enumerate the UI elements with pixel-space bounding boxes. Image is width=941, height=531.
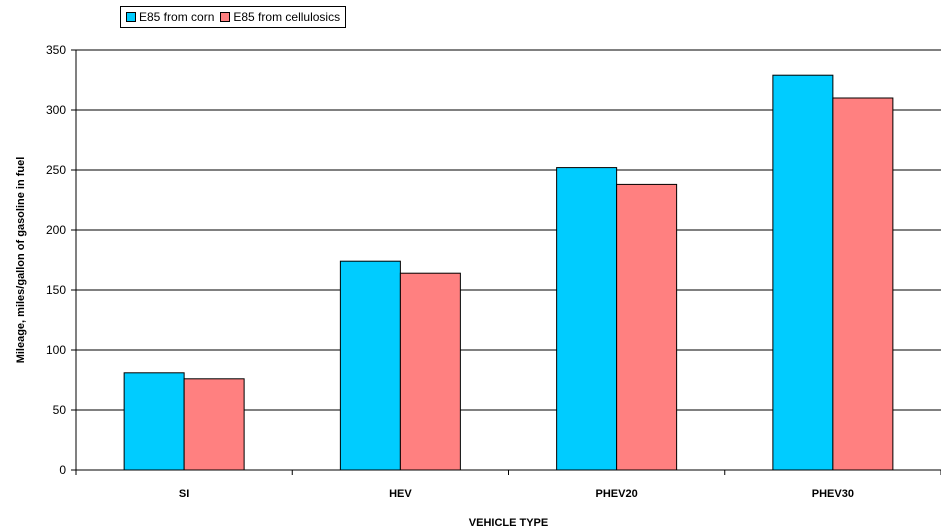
legend-label-cellulosics: E85 from cellulosics	[233, 10, 341, 24]
x-category-label: SI	[179, 488, 189, 500]
y-tick-label: 300	[46, 103, 66, 117]
y-tick-label: 200	[46, 223, 66, 237]
legend-item-corn: E85 from corn	[126, 10, 214, 24]
y-axis-title: Mileage, miles/gallon of gasoline in fue…	[15, 157, 27, 364]
bar-corn-hev	[339, 260, 401, 471]
y-tick-label: 250	[46, 163, 66, 177]
x-category-label: PHEV20	[596, 488, 638, 500]
x-category-label: HEV	[389, 488, 412, 500]
y-tick-label: 100	[46, 343, 66, 357]
y-tick-label: 50	[53, 403, 67, 417]
bar-corn-phev30	[772, 74, 834, 471]
legend: E85 from corn E85 from cellulosics	[120, 6, 347, 28]
bar-cellulosics-phev30	[832, 97, 894, 471]
x-category-label: PHEV30	[812, 488, 854, 500]
bar-cellulosics-si	[183, 378, 245, 471]
x-axis-title: VEHICLE TYPE	[469, 517, 548, 529]
bar-cellulosics-hev	[399, 272, 461, 471]
legend-swatch-cellulosics	[220, 12, 231, 22]
bar-corn-si	[123, 372, 185, 471]
bar-cellulosics-phev20	[616, 183, 678, 471]
y-tick-label: 350	[46, 43, 66, 57]
legend-label-corn: E85 from corn	[139, 10, 215, 24]
legend-swatch-corn	[126, 12, 136, 22]
bar-corn-phev20	[556, 167, 618, 471]
y-tick-label: 0	[59, 463, 66, 477]
legend-item-cellulosics: E85 from cellulosics	[220, 10, 340, 24]
y-tick-label: 150	[46, 283, 66, 297]
